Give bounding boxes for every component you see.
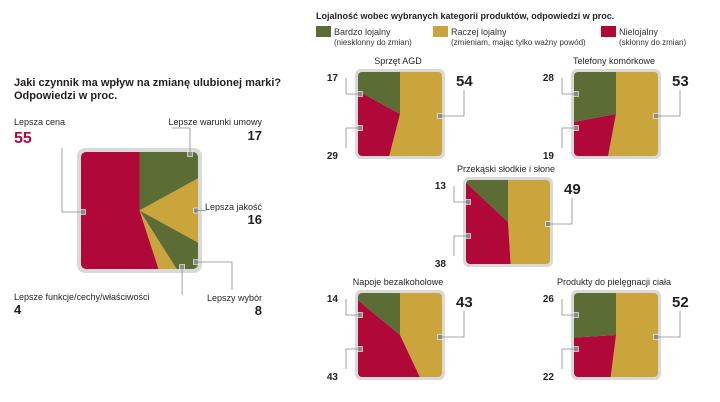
legend-label-raczej-lojalny: Raczej lojalny	[451, 27, 507, 37]
category-chart-sprzet-agd: Sprzęt AGD 54 17 29	[327, 56, 473, 162]
value-raczej-lojalny: 49	[564, 181, 581, 198]
leader-nielojalny	[561, 127, 576, 148]
leader-lepsza-cena	[61, 148, 83, 213]
slice-nielojalny	[358, 293, 435, 377]
value-lepsza-jakosc: 16	[248, 212, 262, 227]
leader-bardzo-lojalny	[561, 78, 576, 95]
slice-nielojalny	[358, 75, 400, 156]
value-nielojalny: 19	[543, 151, 555, 162]
leader-raczej-lojalny	[440, 90, 465, 117]
category-chart-napoje-bezalkoholowe: Napoje bezalkoholowe 43 14 43	[327, 277, 473, 383]
slice-bardzo-lojalny	[466, 180, 508, 222]
legend-label-bardzo-lojalny: Bardzo lojalny	[334, 27, 391, 37]
main-leader-lines	[61, 127, 233, 295]
leader-bardzo-lojalny	[345, 78, 360, 95]
loyalty-chart-title: Lojalność wobec wybranych kategorii prod…	[316, 11, 614, 21]
value-raczej-lojalny: 52	[672, 294, 689, 311]
value-bardzo-lojalny: 17	[327, 73, 339, 84]
value-nielojalny: 29	[327, 151, 339, 162]
slice-raczej-lojalny	[380, 72, 442, 156]
legend-note-bardzo-lojalny: (niesklonny do zmian)	[334, 38, 412, 47]
value-lepsze-funkcje: 4	[14, 302, 22, 317]
legend-swatch-bardzo-lojalny	[316, 26, 331, 37]
main-slice-lepsze-funkcje-cechy-wlasciwosci	[139, 210, 198, 269]
category-name: Przekąski słodkie i słone	[457, 164, 555, 174]
legend-swatch-nielojalny	[601, 26, 616, 37]
legend-note-nielojalny: (skłonny do zmian)	[619, 38, 686, 47]
leader-nielojalny	[561, 348, 576, 369]
category-name: Napoje bezalkoholowe	[353, 277, 444, 287]
value-nielojalny: 38	[435, 259, 447, 270]
category-chart-telefony-komorkowe: Telefony komórkowe 53 28 19	[543, 56, 689, 162]
label-lepsza-cena: Lepsza cena	[14, 117, 65, 127]
label-lepsze-funkcje: Lepsze funkcje/cechy/właściwości	[14, 292, 150, 302]
slice-bardzo-lojalny	[574, 72, 616, 129]
slice-nielojalny	[574, 335, 616, 377]
value-raczej-lojalny: 53	[672, 73, 689, 90]
value-bardzo-lojalny: 28	[543, 73, 555, 84]
value-lepsze-warunki-umowy: 17	[248, 128, 262, 143]
leader-nielojalny	[345, 127, 360, 148]
category-pie	[574, 293, 658, 377]
value-lepszy-wybor: 8	[255, 303, 262, 318]
value-bardzo-lojalny: 26	[543, 294, 555, 305]
category-pie	[358, 293, 442, 377]
value-raczej-lojalny: 43	[456, 294, 473, 311]
label-lepsze-warunki-umowy: Lepsze warunki umowy	[168, 117, 262, 127]
slice-raczej-lojalny	[601, 72, 658, 156]
slice-raczej-lojalny	[400, 293, 442, 377]
slice-raczej-lojalny	[605, 293, 658, 377]
label-lepszy-wybor: Lepszy wybór	[207, 293, 262, 303]
leader-lepszy-wybor	[196, 261, 233, 290]
category-name: Telefony komórkowe	[573, 56, 655, 66]
leader-bardzo-lojalny	[453, 186, 468, 203]
slice-bardzo-lojalny	[358, 72, 400, 114]
value-nielojalny: 43	[327, 372, 339, 383]
leader-bardzo-lojalny	[561, 299, 576, 316]
leader-raczej-lojalny	[656, 311, 681, 338]
legend-note-raczej-lojalny: (zmieniam, mając tylko ważny powód)	[451, 38, 586, 47]
leader-nielojalny	[345, 348, 360, 369]
value-raczej-lojalny: 54	[456, 73, 473, 90]
leader-raczej-lojalny	[656, 90, 681, 117]
value-nielojalny: 22	[543, 372, 555, 383]
category-pie	[358, 72, 442, 156]
main-slice-lepsza-cena	[81, 152, 175, 269]
category-pie	[574, 72, 658, 156]
value-lepsza-cena: 55	[14, 130, 32, 147]
slice-bardzo-lojalny	[358, 293, 400, 335]
legend-swatch-raczej-lojalny	[433, 26, 448, 37]
category-charts: Sprzęt AGD 54 17 29 Telefony komórkowe 53 28 19…	[327, 56, 689, 383]
legend: Bardzo lojalny (niesklonny do zmian) Rac…	[316, 26, 686, 47]
category-chart-przekaski-slodkie-i-slone: Przekąski słodkie i słone 49 13 38	[435, 164, 581, 270]
slice-nielojalny	[574, 114, 616, 156]
leader-lepsze-warunki-umowy	[172, 127, 191, 154]
main-slice-lepszy-wybor	[139, 210, 198, 269]
category-name: Produkty do pielęgnacji ciała	[557, 277, 671, 287]
main-chart-title-line1: Jaki czynnik ma wpływ na zmianę ulubione…	[14, 77, 281, 89]
leader-raczej-lojalny	[548, 198, 573, 225]
legend-label-nielojalny: Nielojalny	[619, 27, 659, 37]
leader-raczej-lojalny	[440, 311, 465, 338]
leader-nielojalny	[453, 235, 468, 256]
label-lepsza-jakosc: Lepsza jakość	[205, 202, 263, 212]
main-chart-title-line2: Odpowiedzi w proc.	[14, 90, 117, 102]
value-bardzo-lojalny: 14	[327, 294, 339, 305]
slice-bardzo-lojalny	[574, 293, 616, 341]
value-bardzo-lojalny: 13	[435, 181, 447, 192]
category-name: Sprzęt AGD	[374, 56, 422, 66]
leader-bardzo-lojalny	[345, 299, 360, 316]
